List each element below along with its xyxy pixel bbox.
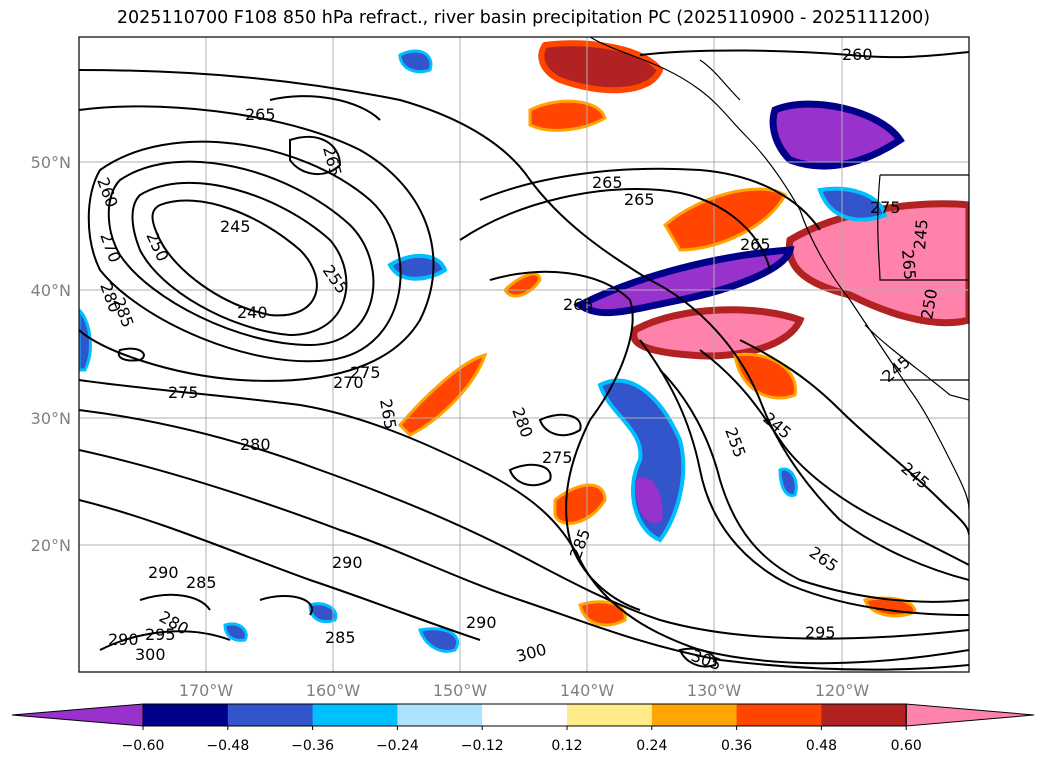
lon-label: 130°W bbox=[687, 681, 742, 700]
colorbar-tick-label: 0.12 bbox=[551, 738, 582, 754]
contour-label: 265 bbox=[624, 190, 655, 209]
contour-label: 275 bbox=[168, 383, 199, 402]
latitude-axis: 50°N 40°N 30°N 20°N bbox=[31, 153, 71, 555]
negative-anomaly-patch bbox=[778, 467, 798, 497]
contour-label: 290 bbox=[466, 613, 497, 632]
positive-anomaly-patch bbox=[503, 272, 542, 298]
graticule bbox=[79, 37, 969, 672]
colorbar-segment bbox=[397, 704, 483, 726]
contour-label: 300 bbox=[135, 645, 166, 664]
negative-anomaly-patch bbox=[597, 378, 686, 543]
contour-label: 245 bbox=[910, 218, 932, 250]
contour-label: 265 bbox=[563, 295, 594, 314]
contour-label: 245 bbox=[220, 217, 251, 236]
contour-label: 290 bbox=[148, 563, 179, 582]
negative-anomaly-patch bbox=[418, 627, 459, 653]
contour-label: 265 bbox=[898, 249, 920, 281]
lon-label: 160°W bbox=[306, 681, 361, 700]
negative-anomaly-patch bbox=[635, 477, 663, 524]
colorbar-segment bbox=[312, 704, 398, 726]
longitude-axis: 170°W 160°W 150°W 140°W 130°W 120°W bbox=[179, 681, 870, 700]
positive-anomaly-patch bbox=[630, 306, 805, 360]
negative-anomaly-patch bbox=[769, 100, 905, 170]
positive-anomaly-patch bbox=[733, 352, 797, 400]
contour-label: 275 bbox=[870, 198, 901, 217]
colorbar-tick-label: −0.48 bbox=[206, 738, 249, 754]
positive-anomaly-patch bbox=[528, 99, 607, 132]
contour-label: 295 bbox=[145, 625, 176, 644]
colorbar: −0.60 −0.48 −0.36 −0.24 −0.12 0.12 0.24 0.36 0.4… bbox=[11, 703, 1035, 754]
colorbar-tick-label: 0.36 bbox=[721, 738, 752, 754]
positive-anomaly-patch bbox=[397, 352, 488, 437]
figure-title: 2025110700 F108 850 hPa refract., river … bbox=[116, 8, 931, 28]
colorbar-extend-high bbox=[905, 703, 1035, 727]
positive-anomaly-patch bbox=[578, 600, 627, 627]
lat-label: 50°N bbox=[31, 153, 71, 172]
lon-label: 120°W bbox=[815, 681, 870, 700]
contour-label: 285 bbox=[325, 628, 356, 647]
lat-label: 20°N bbox=[31, 536, 71, 555]
contour-label: 295 bbox=[805, 623, 836, 642]
contour-label: 265 bbox=[740, 235, 771, 254]
colorbar-segment bbox=[227, 704, 314, 726]
contour-label: 260 bbox=[842, 45, 873, 64]
contour-label: 270 bbox=[333, 373, 364, 392]
contour-label: 240 bbox=[237, 303, 268, 322]
lon-label: 170°W bbox=[179, 681, 234, 700]
negative-anomaly-patch bbox=[387, 253, 448, 281]
contour-label: 285 bbox=[186, 573, 217, 592]
colorbar-segment bbox=[567, 704, 653, 726]
lon-label: 140°W bbox=[560, 681, 615, 700]
contour-label: 265 bbox=[245, 105, 276, 124]
map-border bbox=[78, 36, 970, 673]
colorbar-tick-label: −0.36 bbox=[291, 738, 334, 754]
colorbar-tick-label: 0.48 bbox=[806, 738, 837, 754]
lon-label: 150°W bbox=[433, 681, 488, 700]
colorbar-frame bbox=[142, 703, 907, 727]
contour-label: 290 bbox=[108, 630, 139, 649]
colorbar-segment bbox=[143, 704, 229, 726]
negative-anomaly-patch bbox=[79, 307, 92, 372]
contour-label: 280 bbox=[240, 435, 271, 454]
negative-anomaly-patch bbox=[308, 602, 338, 624]
contour-label: 275 bbox=[350, 363, 381, 382]
colorbar-extend-low bbox=[11, 703, 144, 727]
negative-anomaly-patch bbox=[223, 622, 248, 642]
colorbar-tick-label: −0.24 bbox=[376, 738, 419, 754]
negative-anomaly-patch bbox=[817, 186, 888, 222]
lat-label: 30°N bbox=[31, 409, 71, 428]
coastlines bbox=[589, 37, 969, 511]
colorbar-segment bbox=[651, 704, 738, 726]
contour-label: 275 bbox=[542, 448, 573, 467]
refractivity-contours bbox=[79, 49, 969, 671]
colorbar-tick-label: 0.60 bbox=[891, 738, 922, 754]
colorbar-segment bbox=[736, 704, 822, 726]
negative-anomaly-patch bbox=[398, 49, 433, 74]
colorbar-segment bbox=[821, 704, 907, 726]
colorbar-segment bbox=[482, 704, 568, 726]
contour-label: 290 bbox=[332, 553, 363, 572]
colorbar-tick-label: 0.24 bbox=[636, 738, 667, 754]
colorbar-tick-label: −0.60 bbox=[122, 738, 165, 754]
lat-label: 40°N bbox=[31, 281, 71, 300]
colorbar-tick-label: −0.12 bbox=[461, 738, 504, 754]
contour-label: 265 bbox=[592, 173, 623, 192]
positive-anomaly-patch bbox=[663, 187, 787, 252]
